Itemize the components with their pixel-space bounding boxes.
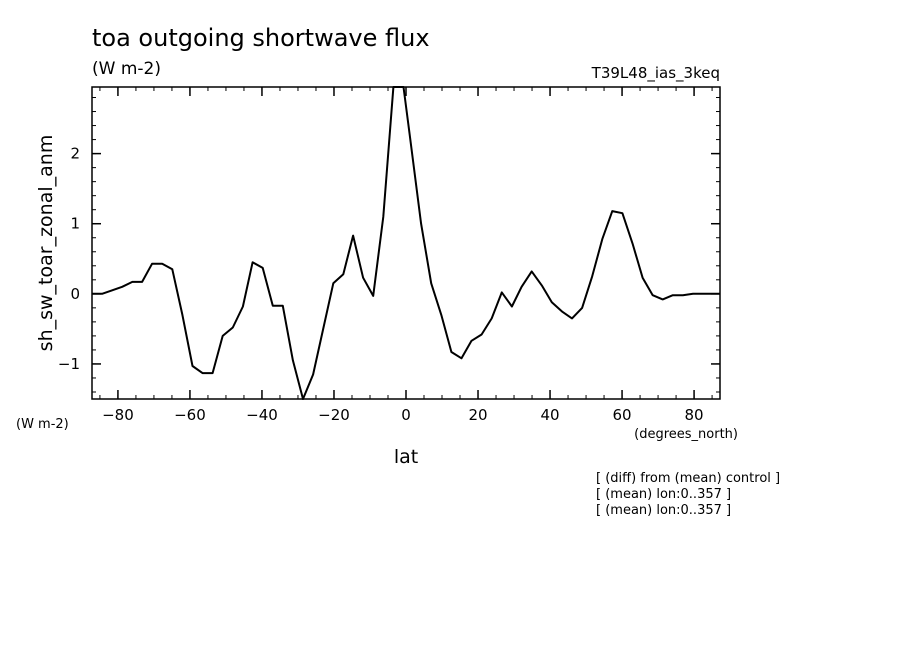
note-1: [ (diff) from (mean) control ] [596,471,780,486]
run-id: T39L48_ias_3keq [591,64,720,83]
minor-ticks [92,87,720,399]
x-tick-label: 20 [468,406,487,424]
x-axis-label: lat [394,446,418,468]
x-tick-label: −60 [174,406,206,424]
x-axis: −80 −60 −40 −20 0 20 40 60 80 [102,87,704,424]
note-2: [ (mean) lon:0..357 ] [596,487,731,502]
x-tick-label: 40 [540,406,559,424]
x-tick-label: 80 [685,406,704,424]
x-tick-label: 0 [401,406,411,424]
x-tick-label: −40 [246,406,278,424]
y-axis-label: sh_sw_toar_zonal_anm [35,135,57,352]
x-tick-label: −20 [318,406,350,424]
y-tick-label: 1 [70,215,80,233]
y-axis: −1 0 1 2 [58,145,720,373]
y-axis-units: (W m-2) [16,417,69,432]
plot-frame [91,86,721,400]
y-tick-label: 0 [70,285,80,303]
series-line [92,86,720,400]
note-3: [ (mean) lon:0..357 ] [596,503,731,518]
x-tick-label: 60 [613,406,632,424]
x-axis-units: (degrees_north) [634,427,738,442]
y-tick-label: 2 [70,145,80,163]
x-tick-label: −80 [102,406,134,424]
chart-title: toa outgoing shortwave flux [92,24,430,52]
y-tick-label: −1 [58,355,80,373]
chart-units: (W m-2) [92,59,161,79]
